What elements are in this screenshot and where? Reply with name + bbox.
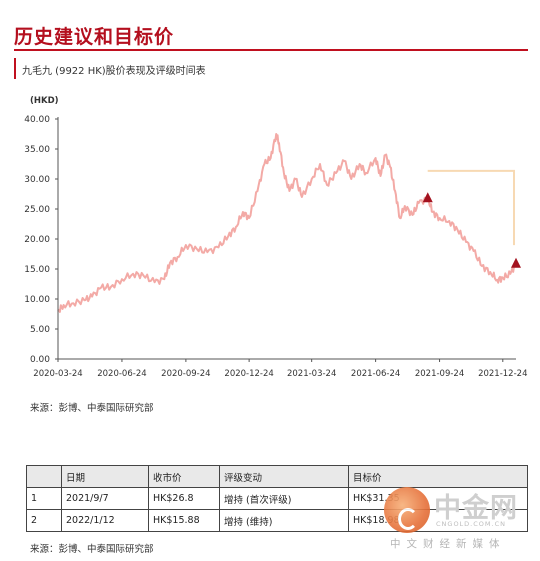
table-cell: 1 (26, 487, 62, 510)
y-tick-label: 0.00 (30, 355, 50, 365)
table-cell: 增持 (维持) (219, 509, 349, 532)
heading-rule (14, 49, 528, 51)
page-heading: 历史建议和目标价 (14, 26, 175, 48)
table-header-row: 日期 收市价 评级变动 目标价 (26, 465, 528, 488)
rating-marker (511, 257, 521, 268)
table-cell: HK$26.8 (148, 487, 220, 510)
y-tick-label: 35.00 (24, 145, 50, 155)
x-tick-label: 2020-12-24 (224, 369, 273, 379)
table-header-cell: 目标价 (348, 465, 528, 488)
table-header-cell (26, 465, 62, 488)
x-tick-label: 2020-06-24 (97, 369, 146, 379)
x-tick-label: 2021-12-24 (478, 369, 527, 379)
x-tick-label: 2021-06-24 (351, 369, 400, 379)
table-cell: HK$15.88 (148, 509, 220, 532)
watermark-logo-mark (398, 508, 418, 530)
y-tick-label: 25.00 (24, 205, 50, 215)
y-tick-label: 30.00 (24, 175, 50, 185)
table-cell: 2 (26, 509, 62, 532)
watermark: 中金网 CNGOLD.COM.CN 中文财经新媒体 (384, 480, 534, 552)
target-price-line (427, 169, 515, 246)
y-tick-label: 20.00 (24, 235, 50, 245)
watermark-logo-icon (384, 487, 430, 533)
chart-caption: 九毛九 (9922 HK)股价表现及评级时间表 (22, 66, 206, 77)
watermark-tagline: 中文财经新媒体 (390, 538, 506, 550)
y-tick-label: 40.00 (24, 115, 50, 125)
y-tick-label: 5.00 (30, 325, 50, 335)
table-header-cell: 评级变动 (219, 465, 349, 488)
y-tick-label: 15.00 (24, 265, 50, 275)
table-source-note: 来源：彭博、中泰国际研究部 (30, 544, 154, 555)
table-header-cell: 收市价 (148, 465, 220, 488)
table-cell: 2022/1/12 (61, 509, 149, 532)
price-chart: 0.00 5.00 10.00 15.00 20.00 25.00 30.00 35.00 40… (24, 96, 527, 379)
x-tick-label: 2021-03-24 (287, 369, 336, 379)
watermark-url: CNGOLD.COM.CN (436, 520, 506, 528)
rating-marker (422, 192, 433, 203)
y-tick-label: 10.00 (24, 295, 50, 305)
x-tick-label: 2020-03-24 (33, 369, 82, 379)
table-header-cell: 日期 (61, 465, 149, 488)
table-cell: 2021/9/7 (61, 487, 149, 510)
x-tick-label: 2020-09-24 (161, 369, 210, 379)
watermark-name: 中金网 (434, 493, 518, 524)
price-line (57, 133, 517, 313)
x-tick-label: 2021-09-24 (415, 369, 464, 379)
rating-history-table: 日期 收市价 评级变动 目标价 1 2021/9/7 HK$26.8 增持 (首… (26, 465, 528, 532)
caption-accent-bar (14, 58, 16, 79)
table-cell: 增持 (首次评级) (219, 487, 349, 510)
chart-source-note: 来源：彭博、中泰国际研究部 (30, 403, 154, 414)
y-axis-label: (HKD) (30, 96, 59, 106)
